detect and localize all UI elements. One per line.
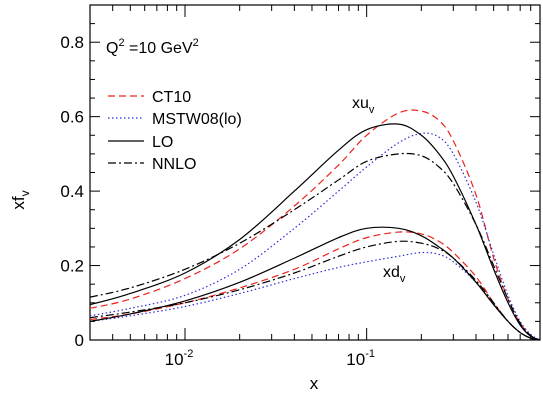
y-tick-label: 0.6 <box>60 108 84 127</box>
legend-label-lo: LO <box>152 134 173 151</box>
series-layer <box>89 109 541 341</box>
y-axis-title: xfv <box>9 190 32 209</box>
xu-annotation: xuv <box>352 95 375 116</box>
axis-ticks: 0 0.2 0.4 0.6 0.8 10-2 10-1 <box>60 4 541 369</box>
y-axis-label-main: xf <box>9 196 28 210</box>
xu-label-sub: v <box>369 104 375 116</box>
q2-sup2: 2 <box>193 37 199 49</box>
x-tick-label: 10-2 <box>165 348 194 369</box>
q2-mid: =10 GeV <box>125 40 193 57</box>
legend-label-nnlo: NNLO <box>152 156 196 173</box>
svg-text:xuv: xuv <box>352 95 375 116</box>
legend-label-ct10: CT10 <box>152 89 191 106</box>
svg-text:xfv: xfv <box>9 190 32 209</box>
series-xdv-nnlo <box>89 240 541 341</box>
x-tick-label: 10-1 <box>346 348 375 369</box>
x-axis-label: x <box>310 374 319 393</box>
series-xuv-nnlo <box>89 152 541 341</box>
svg-text:xdv: xdv <box>383 264 406 285</box>
xd-label-main: xd <box>383 264 400 281</box>
legend: CT10 MSTW08(lo) LO NNLO <box>108 89 242 173</box>
series-xuv-mstw08-lo <box>89 132 541 341</box>
xu-label-main: xu <box>352 95 369 112</box>
y-tick-label: 0.8 <box>60 33 84 52</box>
x-axis-title: x <box>310 374 319 393</box>
q2-annotation: Q2 =10 GeV2 <box>106 37 199 57</box>
q2-sup1: 2 <box>118 37 124 49</box>
y-tick-label: 0.2 <box>60 257 84 276</box>
y-axis-label-sub: v <box>18 190 32 196</box>
svg-text:Q2 =10 GeV2: Q2 =10 GeV2 <box>106 37 199 57</box>
legend-label-mstw08: MSTW08(lo) <box>152 111 242 128</box>
y-tick-label: 0 <box>75 331 84 350</box>
q2-q: Q <box>106 40 118 57</box>
xd-label-sub: v <box>400 273 406 285</box>
y-tick-label: 0.4 <box>60 182 84 201</box>
xd-annotation: xdv <box>383 264 406 285</box>
